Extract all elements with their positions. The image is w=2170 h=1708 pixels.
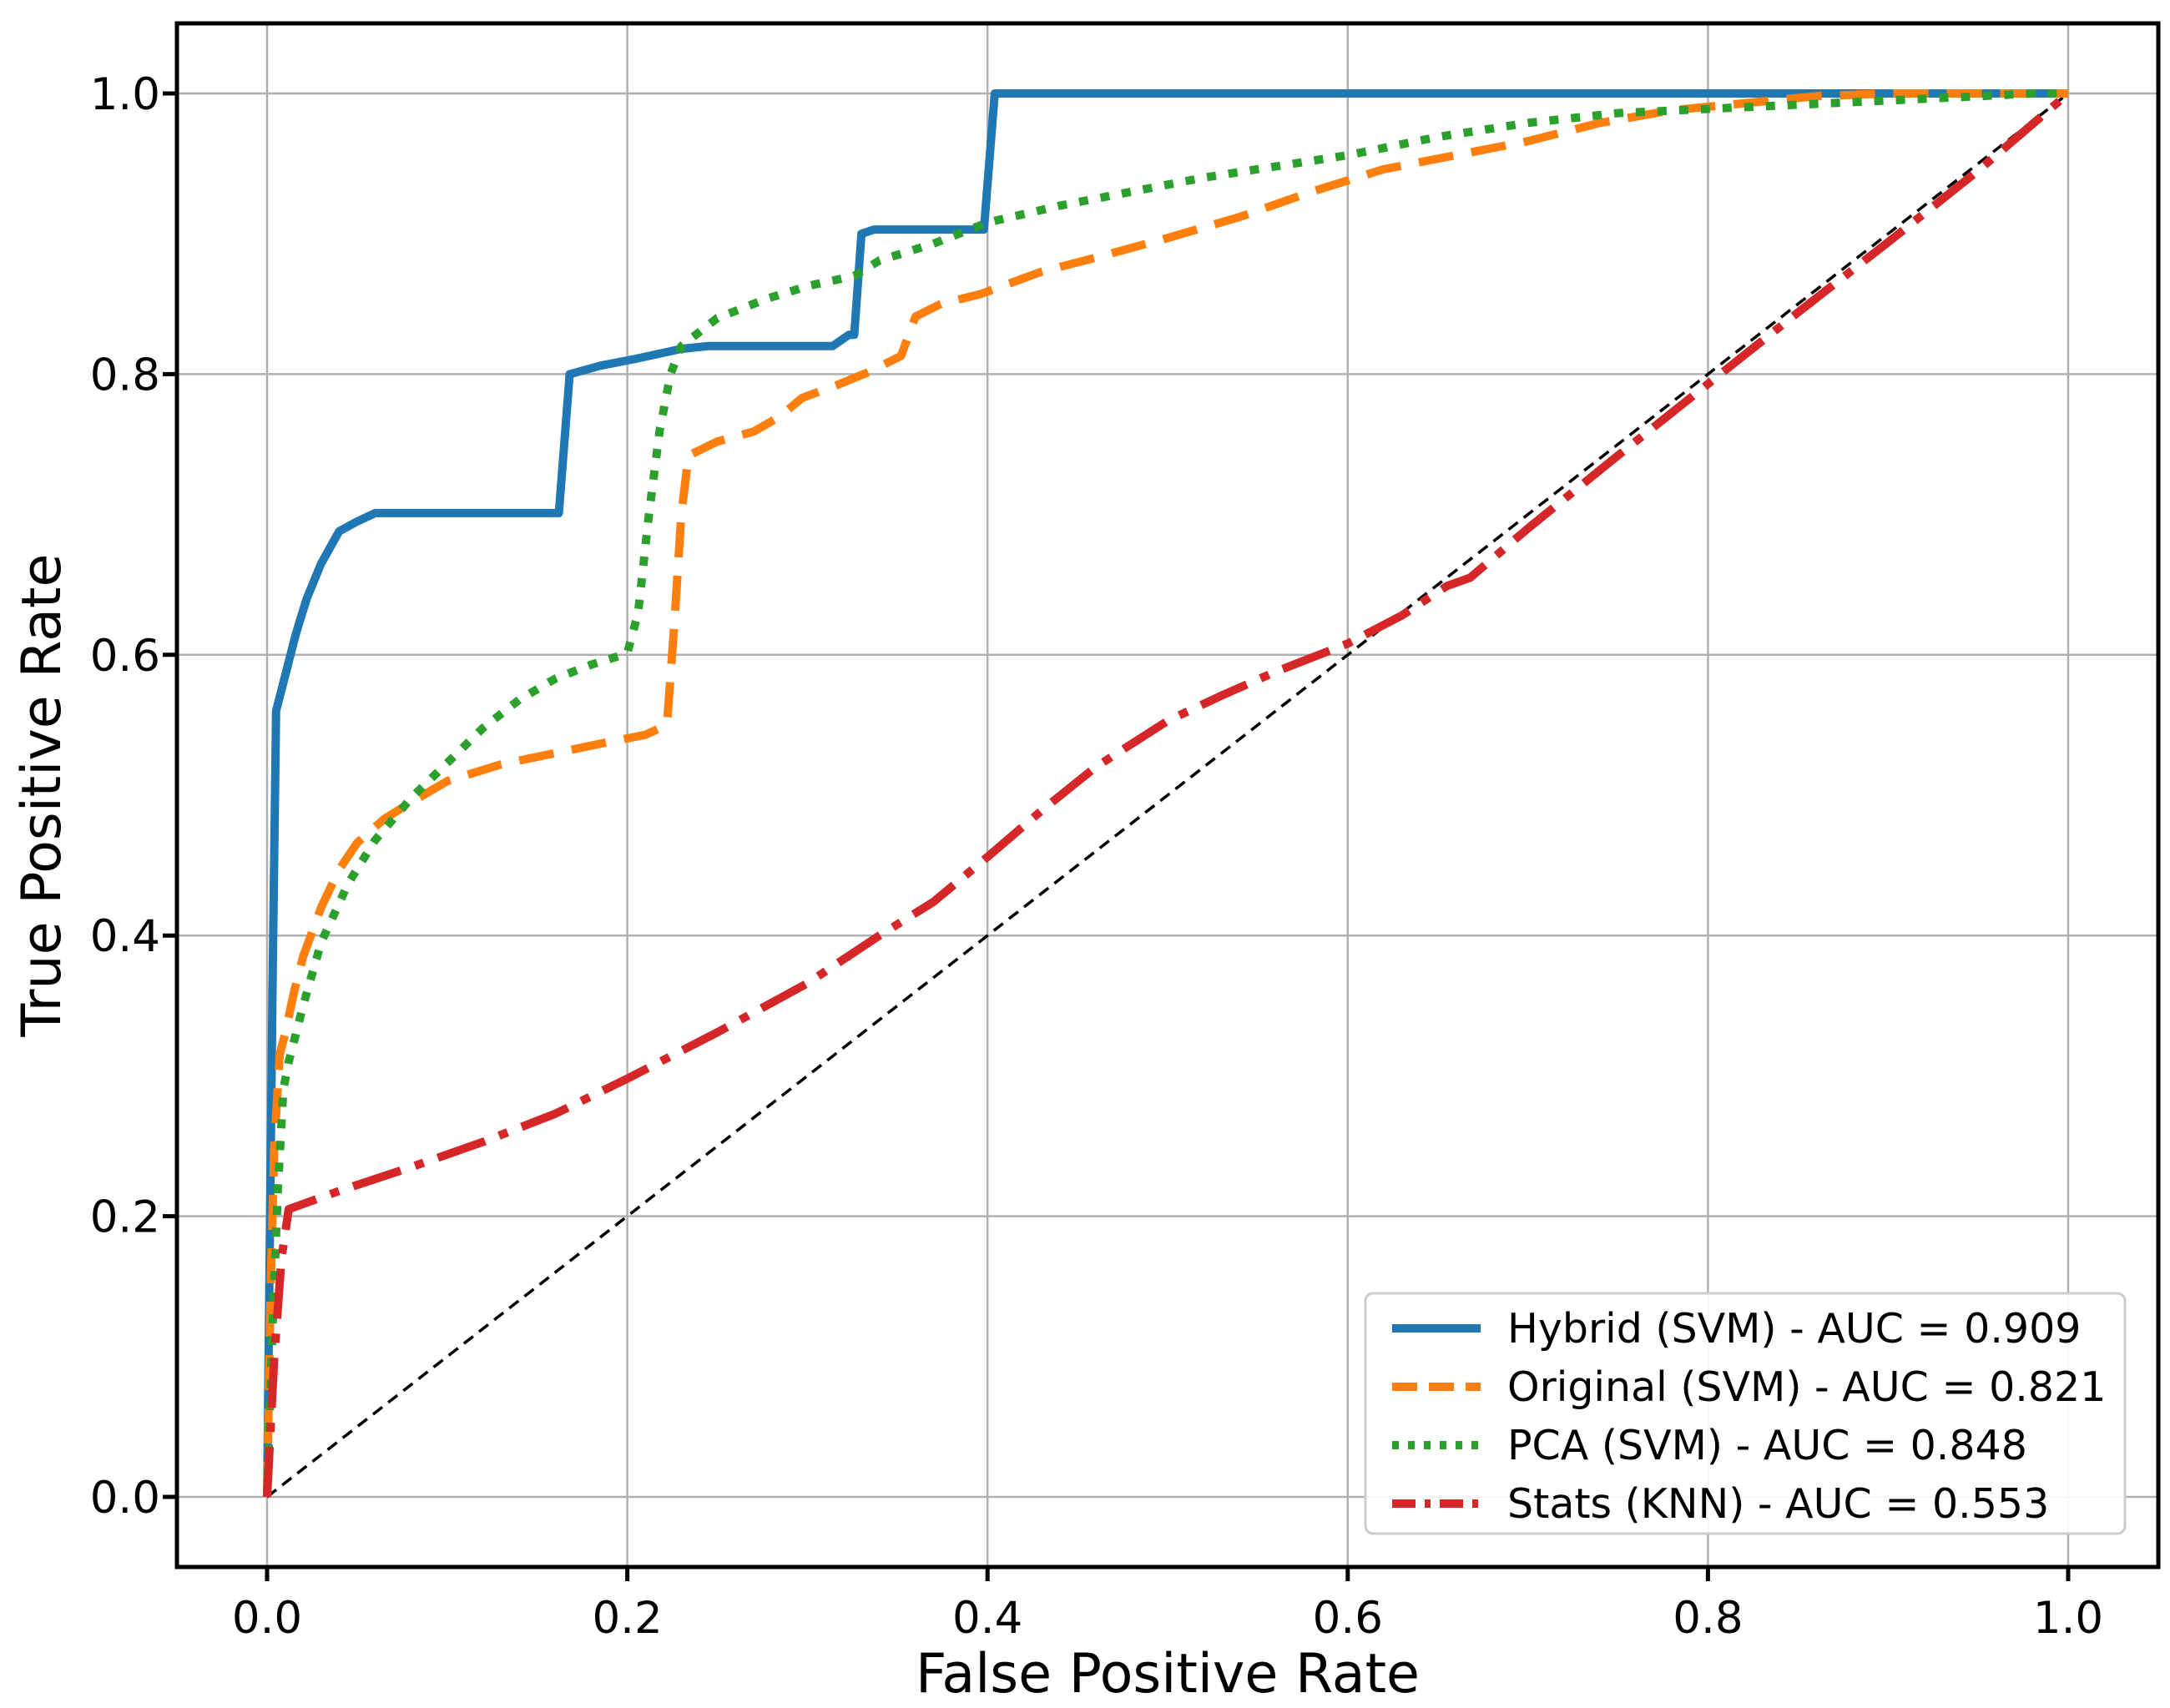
legend-label-pca-svm: PCA (SVM) - AUC = 0.848 (1507, 1422, 2027, 1469)
roc-curve-pca-svm (263, 89, 2068, 1498)
x-tick-label-1.0: 1.0 (2033, 1593, 2103, 1644)
legend: Hybrid (SVM) - AUC = 0.909 Original (SVM)… (1364, 1292, 2127, 1535)
x-tick-label-0.8: 0.8 (1673, 1593, 1743, 1644)
y-tick-label-0.0: 0.0 (90, 1473, 160, 1524)
y-tick-label-0.2: 0.2 (90, 1192, 160, 1243)
roc-curve-original-svm (263, 89, 2068, 1498)
legend-label-hybrid-svm: Hybrid (SVM) - AUC = 0.909 (1507, 1305, 2081, 1353)
legend-label-original-svm: Original (SVM) - AUC = 0.821 (1507, 1363, 2106, 1411)
roc-curve-hybrid-svm (263, 89, 2068, 1498)
tick-labels-layer: 0.0 0.2 0.4 0.6 0.8 1.0 0.0 0.2 0.4 0.6 0.8 1.0 (90, 69, 2103, 1644)
legend-item-original-svm: Original (SVM) - AUC = 0.821 (1392, 1363, 2106, 1411)
legend-item-pca-svm: PCA (SVM) - AUC = 0.848 (1392, 1422, 2027, 1469)
x-tick-label-0.0: 0.0 (232, 1593, 302, 1644)
legend-item-hybrid-svm: Hybrid (SVM) - AUC = 0.909 (1392, 1305, 2081, 1353)
series-layer (263, 89, 2072, 1499)
x-tick-label-0.4: 0.4 (952, 1593, 1022, 1644)
y-axis-label: True Positive Rate (11, 553, 73, 1037)
axes-layer (163, 21, 2161, 1581)
reference-line-chance-diagonal (265, 92, 2070, 1499)
roc-curve-stats-knn (263, 90, 2072, 1498)
y-tick-label-0.8: 0.8 (90, 350, 160, 401)
plot-border (174, 21, 2161, 1569)
y-tick-label-0.6: 0.6 (90, 631, 160, 682)
legend-label-stats-knn: Stats (KNN) - AUC = 0.553 (1507, 1480, 2049, 1528)
legend-box (1364, 1292, 2127, 1535)
x-axis-label: False Positive Rate (916, 1643, 1420, 1705)
legend-item-stats-knn: Stats (KNN) - AUC = 0.553 (1392, 1480, 2049, 1528)
x-tick-label-0.6: 0.6 (1313, 1593, 1383, 1644)
x-tick-label-0.2: 0.2 (592, 1593, 662, 1644)
y-tick-label-1.0: 1.0 (90, 69, 160, 120)
y-tick-label-0.4: 0.4 (90, 911, 160, 962)
